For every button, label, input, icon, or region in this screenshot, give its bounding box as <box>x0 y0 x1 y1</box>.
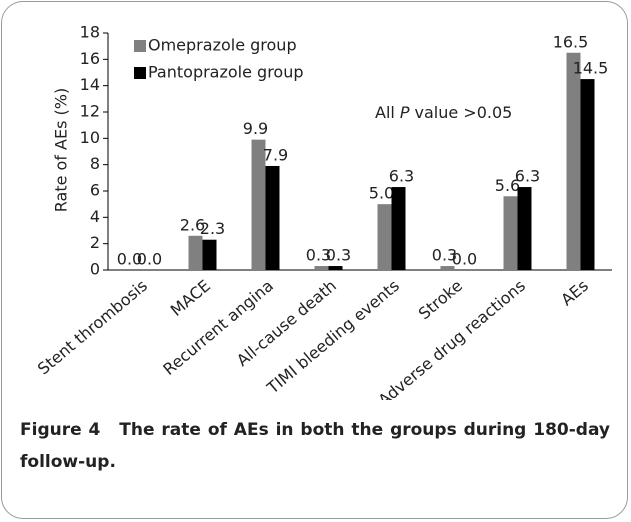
value-label: 5.0 <box>369 184 394 203</box>
value-label: 6.3 <box>389 167 414 186</box>
value-label: 5.6 <box>495 176 520 195</box>
bar <box>517 187 532 270</box>
value-label: 2.6 <box>180 215 205 234</box>
annotation-italic: P <box>400 103 410 122</box>
caption-label: Figure 4 <box>20 420 101 440</box>
caption-text: The rate of AEs in both the groups durin… <box>20 420 610 472</box>
y-tick-label: 6 <box>90 181 100 200</box>
x-tick-label: AEs <box>557 276 592 309</box>
bar <box>314 266 329 270</box>
bar <box>265 165 280 270</box>
bar <box>202 239 217 270</box>
x-tick-label: Stroke <box>415 276 466 323</box>
value-label: 0.3 <box>306 246 331 265</box>
bar <box>580 79 595 270</box>
y-tick-label: 18 <box>80 23 100 42</box>
y-tick-label: 4 <box>90 207 100 226</box>
value-label: 7.9 <box>263 145 288 164</box>
caption: Figure 4 The rate of AEs in both the gro… <box>20 414 610 478</box>
y-tick-label: 10 <box>80 128 100 147</box>
legend-swatch <box>134 67 146 79</box>
legend-label: Pantoprazole group <box>148 63 304 82</box>
bar <box>440 266 455 270</box>
value-label: 9.9 <box>243 119 268 138</box>
legend-label: Omeprazole group <box>148 36 297 55</box>
bar <box>391 187 406 270</box>
y-axis-title: Rate of AEs (%) <box>52 88 71 212</box>
y-tick-label: 14 <box>80 75 100 94</box>
value-label: 0.0 <box>137 250 162 269</box>
bar <box>377 204 392 270</box>
y-tick-label: 2 <box>90 233 100 252</box>
bar <box>188 235 203 270</box>
value-label: 0.0 <box>117 250 142 269</box>
bar <box>251 139 266 270</box>
y-tick-label: 12 <box>80 102 100 121</box>
value-label: 6.3 <box>515 167 540 186</box>
y-tick-label: 0 <box>90 260 100 279</box>
y-tick-label: 8 <box>90 154 100 173</box>
annotation-prefix: All <box>375 103 395 122</box>
x-tick-label: MACE <box>167 276 214 320</box>
x-tick-label: Recurrent angina <box>159 276 277 379</box>
value-label: 14.5 <box>573 59 609 78</box>
value-label: 16.5 <box>553 32 589 51</box>
bar <box>566 52 581 270</box>
value-label: 0.3 <box>326 246 351 265</box>
bar <box>328 266 343 270</box>
value-label: 0.3 <box>432 246 457 265</box>
value-label: 0.0 <box>452 250 477 269</box>
bar <box>503 196 518 270</box>
value-label: 2.3 <box>200 219 225 238</box>
x-tick-label: Stent thrombosis <box>34 276 151 379</box>
annotation-suffix: value >0.05 <box>415 103 513 122</box>
legend-swatch <box>134 40 146 52</box>
y-tick-label: 16 <box>80 49 100 68</box>
